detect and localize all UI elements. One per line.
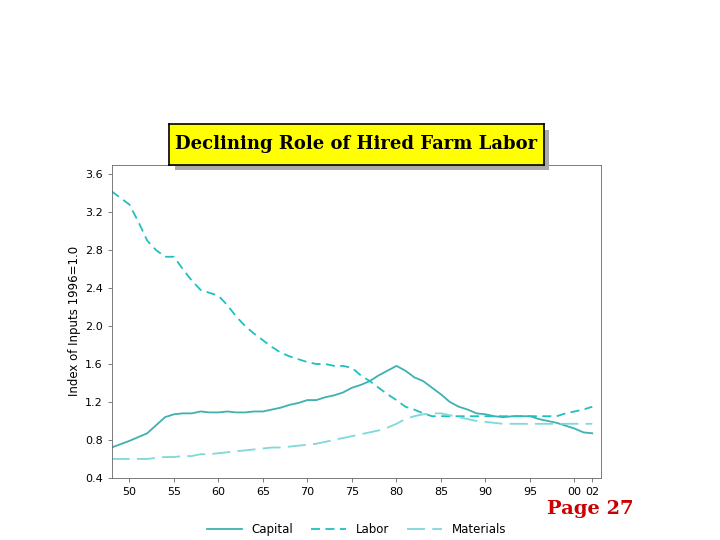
Y-axis label: Index of Inputs 1996=1.0: Index of Inputs 1996=1.0 xyxy=(68,246,81,396)
Text: Page 27: Page 27 xyxy=(547,501,634,518)
Text: Declining Role of Hired Farm Labor: Declining Role of Hired Farm Labor xyxy=(176,136,537,153)
Legend: Capital, Labor, Materials: Capital, Labor, Materials xyxy=(202,518,511,540)
